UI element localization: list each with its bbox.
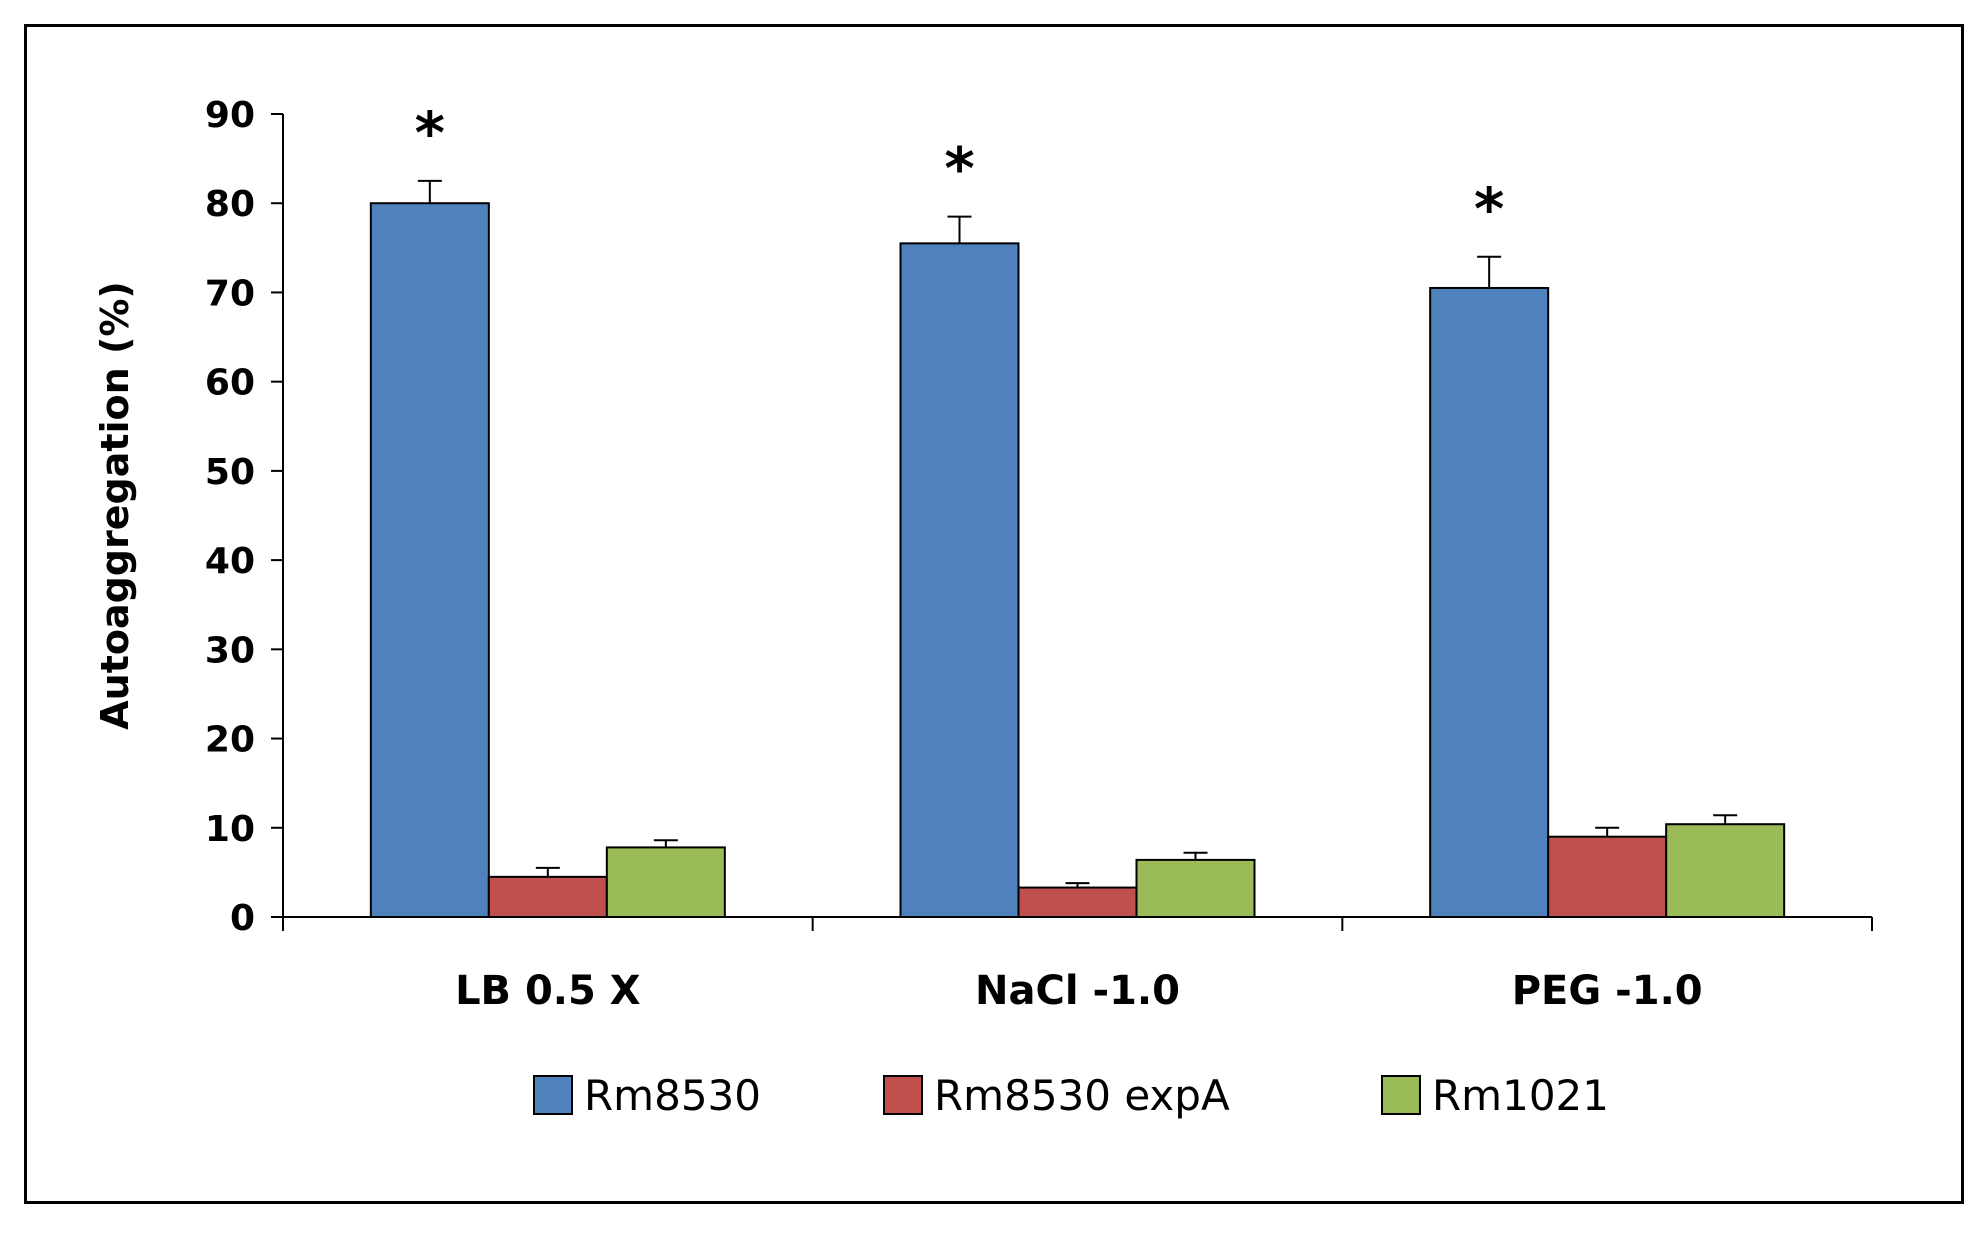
y-tick-label: 90 [205,95,255,136]
x-category-label: PEG -1.0 [1512,968,1703,1014]
legend-swatch [533,1075,573,1115]
y-axis-title: Autoaggregation (%) [93,281,137,730]
legend-swatch [883,1075,923,1115]
x-category-label: LB 0.5 X [455,968,641,1014]
y-tick-label: 10 [205,809,255,850]
y-tick-label: 40 [205,541,255,582]
bar-rm1021 [605,846,726,919]
legend-swatch [1381,1075,1421,1115]
y-axis: 0 10 20 30 40 50 60 70 80 90 Autoaggregation (%) [93,95,284,939]
y-tick-label: 60 [205,363,255,404]
legend-label: Rm1021 [1432,1071,1609,1120]
y-tick-label: 50 [205,452,255,493]
legend-label: Rm8530 [584,1071,761,1120]
significance-star: * [944,135,974,203]
bar-rm8530 [899,242,1020,919]
x-axis: LB 0.5 X NaCl -1.0 PEG -1.0 [282,916,1873,1014]
y-tick-label: 70 [205,273,255,314]
bar-rm1021 [1665,823,1786,918]
bar-rm8530-expa [1547,835,1668,919]
significance-star: * [415,99,445,167]
bar-rm8530-expa [487,875,608,918]
bar-rm8530 [1429,286,1550,918]
legend-label: Rm8530 expA [934,1071,1230,1120]
x-category-label: NaCl -1.0 [975,968,1180,1014]
bar-rm1021 [1135,858,1256,918]
bar-rm8530 [369,202,490,918]
y-tick-label: 80 [205,184,255,225]
y-tick-label: 0 [230,898,255,939]
y-tick-label: 20 [205,720,255,761]
y-tick-label: 30 [205,630,255,671]
legend: Rm8530 Rm8530 expA Rm1021 [533,1071,1609,1120]
significance-star: * [1474,175,1504,243]
bars: * * * [369,99,1786,919]
bar-rm8530-expa [1017,886,1138,918]
